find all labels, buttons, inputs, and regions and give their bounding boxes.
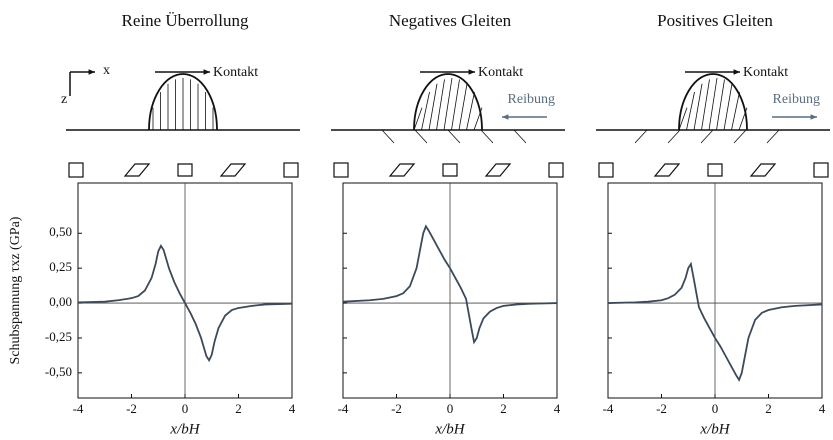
hatch xyxy=(693,83,703,131)
slip-line xyxy=(667,129,681,144)
hatch xyxy=(428,83,438,131)
slip-line xyxy=(381,129,395,144)
element xyxy=(442,163,458,177)
x-tick-label: 4 xyxy=(554,401,561,416)
contact-label: Kontakt xyxy=(743,65,788,80)
x-tick-label: 0 xyxy=(182,401,189,416)
slip-line xyxy=(447,129,461,144)
x-axis-label: x/bH xyxy=(169,421,200,437)
element xyxy=(484,163,512,177)
contact-label: Kontakt xyxy=(213,65,258,80)
contact-label: Kontakt xyxy=(478,65,523,80)
arrow-head xyxy=(203,69,210,75)
arrow-head xyxy=(502,114,509,120)
element xyxy=(598,162,614,178)
element xyxy=(749,163,777,177)
contact-zone xyxy=(413,73,483,131)
contact-zone xyxy=(678,73,748,131)
panel-title: Reine Überrollung xyxy=(122,11,249,30)
arrow-head xyxy=(88,69,95,75)
y-tick-label: 0,50 xyxy=(49,224,72,239)
x-axis-label: x/bH xyxy=(434,421,465,437)
hatch xyxy=(443,77,453,131)
y-tick-label: -0,25 xyxy=(45,329,72,344)
hatch xyxy=(701,79,710,131)
arrow-head xyxy=(810,114,817,120)
stress-curve xyxy=(342,224,558,345)
friction-label: Reibung xyxy=(508,92,555,107)
hatch xyxy=(738,107,748,131)
arrow-head xyxy=(468,69,475,75)
stress-curve xyxy=(607,261,823,382)
hatch xyxy=(723,83,733,131)
x-tick-label: -2 xyxy=(391,401,402,416)
element xyxy=(388,163,416,177)
x-tick-label: -4 xyxy=(603,401,614,416)
x-tick-label: -4 xyxy=(73,401,84,416)
hatch xyxy=(708,77,718,131)
x-tick-label: 2 xyxy=(765,401,772,416)
x-tick-label: 4 xyxy=(289,401,296,416)
x-tick-label: 0 xyxy=(712,401,719,416)
hatch xyxy=(731,91,740,131)
friction-label: Reibung xyxy=(773,92,820,107)
coord-z: z xyxy=(61,92,67,107)
slip-line xyxy=(480,129,494,144)
x-tick-label: 2 xyxy=(235,401,242,416)
hatch xyxy=(436,79,445,131)
element xyxy=(219,163,247,177)
element xyxy=(68,162,84,178)
panel-title: Positives Gleiten xyxy=(657,11,773,30)
hatch xyxy=(451,79,460,131)
x-tick-label: 0 xyxy=(447,401,454,416)
slip-line xyxy=(634,129,648,144)
hatch xyxy=(466,91,475,131)
hatch xyxy=(716,79,725,131)
y-tick-label: -0,50 xyxy=(45,364,72,379)
x-tick-label: -4 xyxy=(338,401,349,416)
element xyxy=(813,162,829,178)
hatch xyxy=(678,107,688,131)
x-tick-label: -2 xyxy=(656,401,667,416)
y-axis-label: Schubspannung τxz (GPa) xyxy=(8,216,23,364)
element xyxy=(283,162,299,178)
stress-curve xyxy=(77,243,293,363)
hatch xyxy=(413,107,423,131)
arrow-head xyxy=(733,69,740,75)
slip-line xyxy=(700,129,714,144)
coord-x: x xyxy=(103,63,110,78)
element xyxy=(177,163,193,177)
slip-line xyxy=(733,129,747,144)
contact-zone xyxy=(148,73,218,131)
x-tick-label: 2 xyxy=(500,401,507,416)
y-tick-label: 0,00 xyxy=(49,294,72,309)
panel-title: Negatives Gleiten xyxy=(389,11,512,30)
slip-line xyxy=(414,129,428,144)
element xyxy=(707,163,723,177)
hatch xyxy=(421,91,430,131)
element xyxy=(548,162,564,178)
hatch xyxy=(473,107,483,131)
hatch xyxy=(686,91,695,131)
hatch xyxy=(458,83,468,131)
y-tick-label: 0,25 xyxy=(49,259,72,274)
element xyxy=(123,163,151,177)
x-tick-label: 4 xyxy=(819,401,826,416)
slip-line xyxy=(513,129,527,144)
element xyxy=(333,162,349,178)
element xyxy=(653,163,681,177)
slip-line xyxy=(766,129,780,144)
x-tick-label: -2 xyxy=(126,401,137,416)
x-axis-label: x/bH xyxy=(699,421,730,437)
